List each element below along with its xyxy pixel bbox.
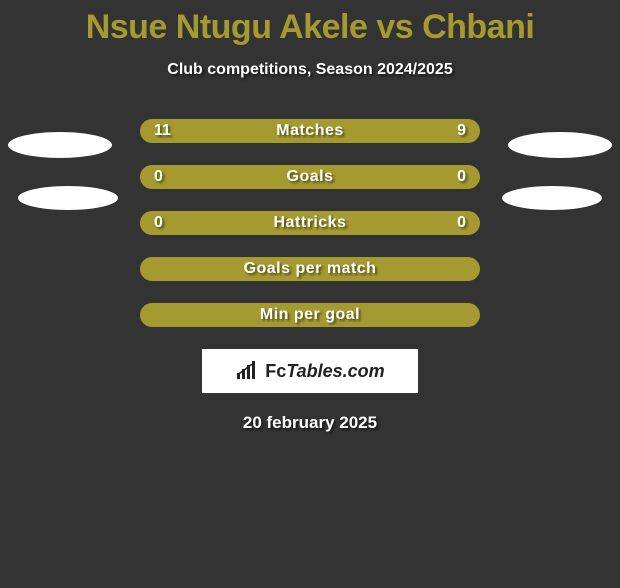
stat-label: Goals per match <box>244 260 377 278</box>
stat-row-min-per-goal: Min per goal <box>140 303 480 327</box>
stat-right-value: 0 <box>457 214 466 232</box>
page-title: Nsue Ntugu Akele vs Chbani <box>0 8 620 47</box>
stat-right-value: 9 <box>457 122 466 140</box>
right-pill-1 <box>508 132 612 158</box>
stat-row-matches: 11 Matches 9 <box>140 119 480 143</box>
stat-left-value: 0 <box>154 214 163 232</box>
stat-row-hattricks: 0 Hattricks 0 <box>140 211 480 235</box>
right-pill-2 <box>502 186 602 210</box>
logo-text-left: Fc <box>265 361 286 381</box>
stat-label: Goals <box>287 168 334 186</box>
logo-text-right: Tables.com <box>286 361 384 381</box>
stat-label: Hattricks <box>274 214 347 232</box>
stat-label: Matches <box>276 122 344 140</box>
logo-box: FcTables.com <box>202 349 418 393</box>
chart-icon <box>235 361 259 381</box>
stat-row-goals: 0 Goals 0 <box>140 165 480 189</box>
date-line: 20 february 2025 <box>0 413 620 433</box>
left-pill-1 <box>8 132 112 158</box>
stat-label: Min per goal <box>260 306 360 324</box>
subtitle: Club competitions, Season 2024/2025 <box>0 61 620 79</box>
logo-text: FcTables.com <box>265 361 384 382</box>
stat-left-value: 11 <box>154 122 171 140</box>
stat-left-value: 0 <box>154 168 163 186</box>
stat-right-value: 0 <box>457 168 466 186</box>
stat-row-goals-per-match: Goals per match <box>140 257 480 281</box>
left-pill-2 <box>18 186 118 210</box>
